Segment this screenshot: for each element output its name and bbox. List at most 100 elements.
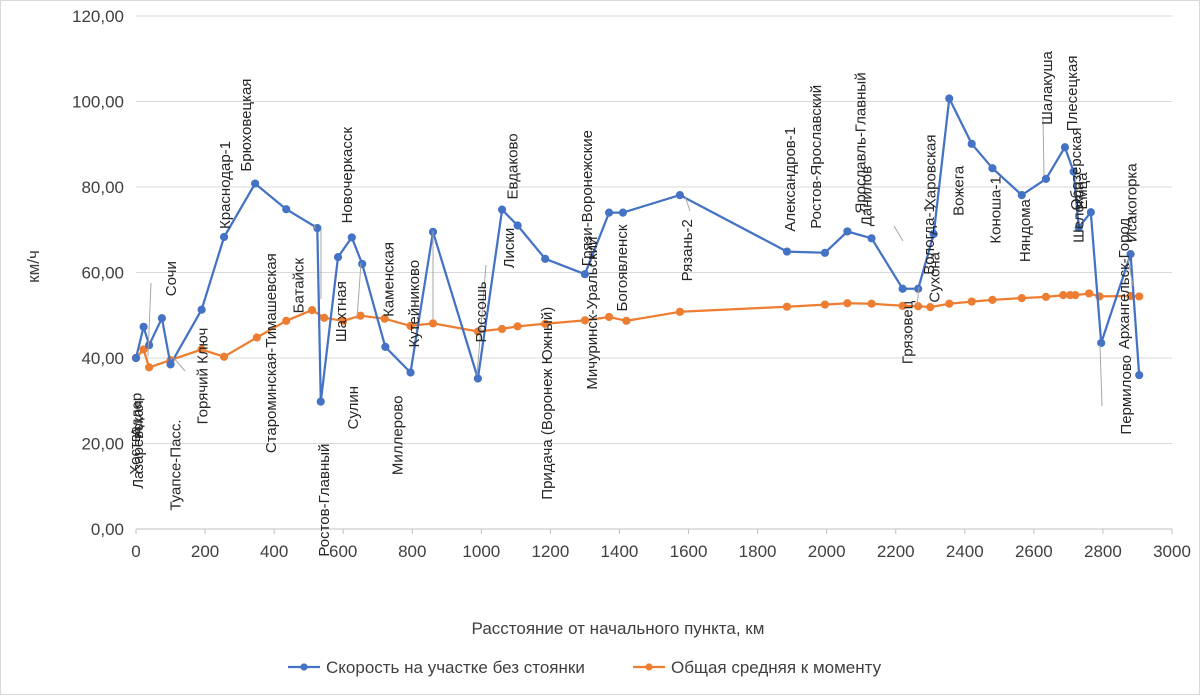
data-point bbox=[380, 314, 389, 323]
data-point bbox=[967, 139, 976, 148]
data-point bbox=[308, 306, 317, 315]
point-label: Батайск bbox=[290, 258, 307, 314]
point-label: Кутейниково bbox=[406, 260, 423, 348]
data-point bbox=[1097, 338, 1106, 348]
point-label: Коноша-1 bbox=[987, 176, 1004, 243]
x-tick-label: 1200 bbox=[531, 542, 569, 561]
data-point bbox=[282, 205, 291, 214]
data-point bbox=[675, 307, 685, 316]
data-point bbox=[166, 360, 175, 369]
data-point bbox=[541, 254, 550, 263]
point-label: Обозерская bbox=[1068, 128, 1085, 211]
point-label: Новочеркасск bbox=[339, 127, 356, 224]
data-point bbox=[867, 299, 876, 308]
x-tick-label: 2400 bbox=[946, 542, 984, 561]
data-point bbox=[339, 316, 348, 325]
data-point bbox=[1074, 223, 1083, 232]
data-point bbox=[139, 322, 148, 331]
data-point bbox=[1059, 291, 1068, 300]
y-tick-label: 20,00 bbox=[81, 435, 124, 454]
leader-line bbox=[476, 264, 487, 376]
point-label: Горячий Ключ bbox=[195, 328, 212, 425]
leader-line bbox=[916, 286, 920, 307]
point-label: Краснодар-1 bbox=[217, 141, 234, 229]
data-point bbox=[782, 302, 792, 311]
point-label: Шахтная bbox=[333, 281, 350, 342]
x-tick-label: 1000 bbox=[462, 542, 500, 561]
point-label: Мичуринск-Уральский bbox=[584, 237, 601, 390]
legend-label: Скорость на участке без стоянки bbox=[326, 658, 585, 677]
series-line bbox=[135, 292, 1140, 369]
data-point bbox=[356, 311, 365, 320]
leader-line bbox=[1127, 258, 1134, 287]
point-label: Богоявленск bbox=[614, 224, 631, 311]
data-point bbox=[898, 284, 907, 293]
data-point bbox=[157, 314, 166, 323]
x-tick-label: 2600 bbox=[1015, 542, 1053, 561]
y-tick-label: 100,00 bbox=[72, 93, 124, 112]
data-point bbox=[1126, 250, 1135, 259]
leader-line bbox=[147, 282, 152, 357]
point-label: Сулин bbox=[345, 386, 362, 429]
point-label: Ярославль-Главный bbox=[852, 72, 869, 213]
point-label: Ростов-Главный bbox=[316, 444, 333, 557]
x-tick-label: 1600 bbox=[670, 542, 708, 561]
data-point bbox=[145, 341, 154, 350]
data-point bbox=[580, 270, 590, 279]
data-point bbox=[867, 234, 876, 243]
data-point bbox=[782, 247, 792, 256]
leader-line bbox=[684, 195, 691, 212]
y-tick-label: 40,00 bbox=[81, 349, 124, 368]
data-point bbox=[406, 321, 415, 331]
point-label: Шелекса bbox=[1071, 181, 1088, 243]
data-point bbox=[988, 164, 997, 173]
data-point bbox=[1069, 167, 1078, 176]
data-point bbox=[219, 352, 229, 361]
data-point bbox=[1135, 292, 1144, 301]
data-point bbox=[1041, 174, 1051, 183]
data-point bbox=[282, 316, 291, 325]
legend-swatch-marker bbox=[645, 663, 653, 671]
point-label: Харовская bbox=[922, 135, 939, 209]
point-label: Брюховецкая bbox=[238, 79, 255, 172]
data-point bbox=[914, 302, 923, 311]
point-label: Архангельск-Город bbox=[1116, 218, 1133, 350]
data-point bbox=[1017, 294, 1026, 303]
point-label: Емца bbox=[1074, 172, 1091, 210]
legend-swatch-marker bbox=[300, 663, 308, 671]
point-label: Пермилово bbox=[1118, 355, 1135, 435]
data-point bbox=[580, 316, 590, 325]
data-point bbox=[605, 208, 614, 217]
data-point bbox=[1060, 143, 1070, 152]
data-point bbox=[473, 327, 482, 336]
point-label: Плесецкая bbox=[1064, 56, 1081, 132]
data-point bbox=[497, 324, 507, 334]
label-leader-lines bbox=[147, 118, 1134, 407]
data-point bbox=[988, 295, 997, 304]
point-label: Придача (Воронеж Южный) bbox=[539, 307, 556, 500]
series-line bbox=[134, 97, 1141, 403]
data-point bbox=[622, 316, 631, 325]
data-point bbox=[251, 179, 260, 188]
data-point bbox=[1041, 292, 1051, 301]
data-point bbox=[945, 94, 954, 103]
data-point bbox=[406, 368, 415, 377]
point-label: Вожега bbox=[951, 165, 968, 216]
data-point bbox=[145, 363, 154, 372]
series-1 bbox=[131, 289, 1144, 372]
data-point bbox=[131, 353, 141, 363]
point-label: Исакогорка bbox=[1124, 163, 1141, 242]
x-axis-title: Расстояние от начального пункта, км bbox=[472, 619, 765, 638]
point-label: Туапсе-Пасс. bbox=[168, 419, 185, 510]
data-point bbox=[197, 305, 206, 314]
point-label: Александров-1 bbox=[782, 127, 799, 232]
point-label: Староминская-Тимашевская bbox=[263, 253, 280, 453]
y-tick-label: 80,00 bbox=[81, 178, 124, 197]
point-label: Сухона bbox=[927, 251, 944, 302]
y-tick-label: 120,00 bbox=[72, 7, 124, 26]
point-label: Лиски bbox=[501, 228, 518, 269]
data-point bbox=[967, 297, 976, 306]
x-tick-label: 2800 bbox=[1084, 542, 1122, 561]
